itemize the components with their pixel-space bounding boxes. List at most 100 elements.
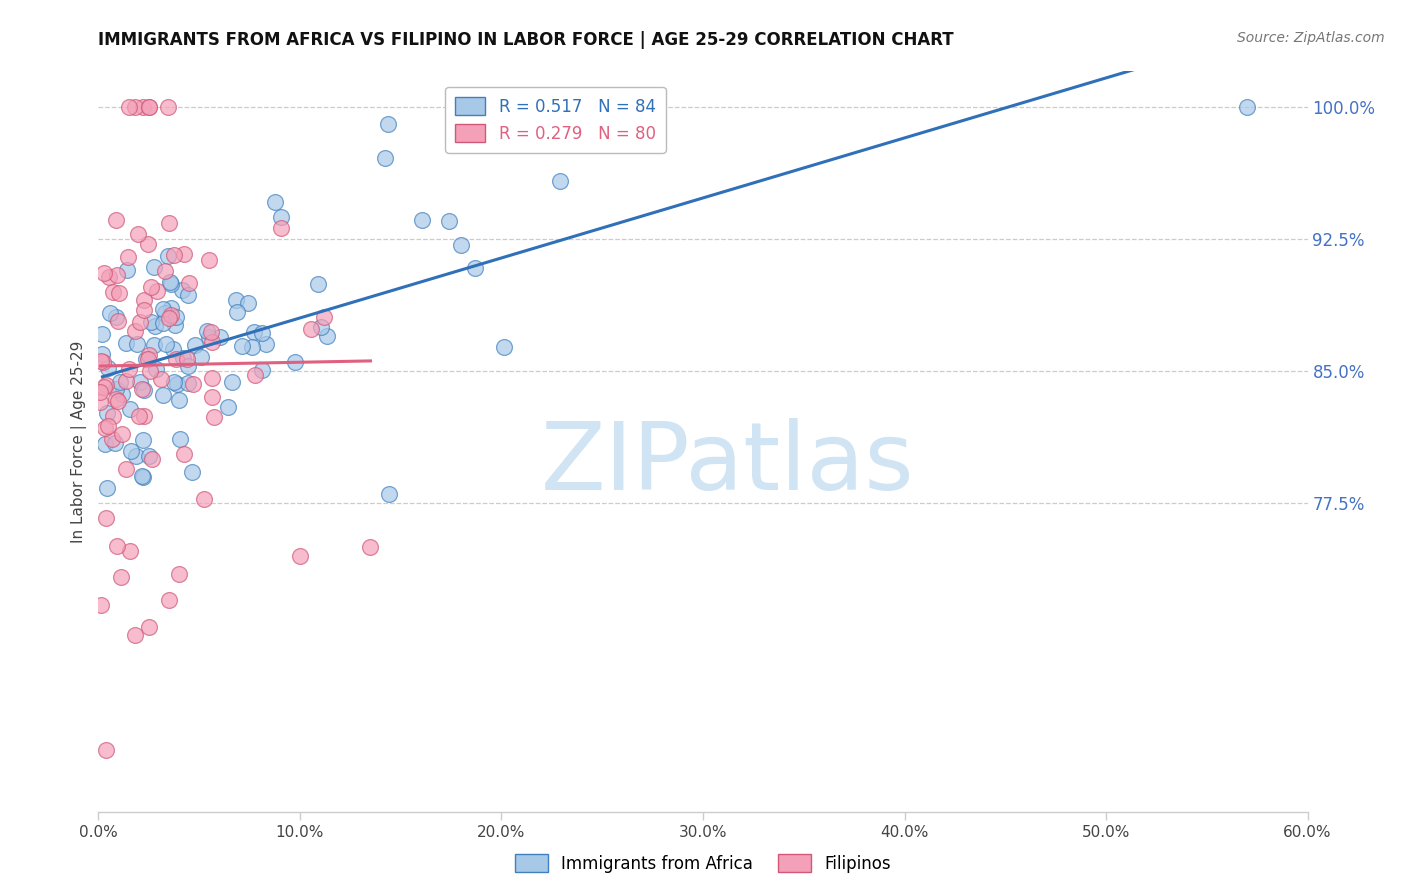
Text: ZIPatlas: ZIPatlas — [540, 417, 914, 509]
Point — [201, 334, 224, 349]
Point — [139, 315, 162, 329]
Point — [152, 388, 174, 402]
Point — [115, 335, 138, 350]
Point — [165, 310, 187, 325]
Point — [143, 318, 166, 333]
Point — [159, 275, 181, 289]
Point — [236, 296, 259, 310]
Point — [96, 418, 118, 433]
Point — [195, 324, 218, 338]
Point — [181, 465, 204, 479]
Point — [181, 376, 204, 391]
Point — [138, 100, 160, 114]
Point — [138, 351, 160, 366]
Point — [117, 250, 139, 264]
Point — [98, 306, 121, 320]
Point — [179, 277, 201, 291]
Point — [270, 211, 292, 225]
Point — [177, 376, 200, 391]
Point — [299, 322, 322, 336]
Point — [152, 316, 174, 330]
Point — [163, 247, 186, 261]
Point — [127, 337, 149, 351]
Point — [132, 100, 155, 114]
Point — [118, 100, 141, 114]
Point — [125, 449, 148, 463]
Point — [254, 337, 277, 351]
Point — [132, 433, 155, 447]
Point — [145, 285, 167, 299]
Point — [155, 337, 177, 351]
Point — [439, 214, 461, 228]
Point — [110, 570, 132, 584]
Point — [104, 310, 127, 324]
Point — [111, 387, 134, 401]
Point — [159, 308, 181, 322]
Point — [190, 351, 212, 365]
Point — [96, 743, 118, 757]
Point — [132, 383, 155, 397]
Point — [225, 293, 247, 307]
Point — [96, 406, 118, 420]
Point — [138, 100, 160, 114]
Point — [128, 409, 150, 423]
Point — [221, 375, 243, 389]
Point — [143, 338, 166, 352]
Text: Source: ZipAtlas.com: Source: ZipAtlas.com — [1237, 31, 1385, 45]
Point — [104, 392, 127, 407]
Point — [132, 293, 155, 307]
Point — [131, 382, 153, 396]
Point — [153, 264, 176, 278]
Point — [198, 253, 221, 268]
Point — [360, 541, 382, 555]
Point — [118, 362, 141, 376]
Point — [200, 325, 222, 339]
Point — [96, 481, 118, 495]
Point — [288, 549, 311, 563]
Point — [177, 287, 200, 301]
Point — [139, 280, 162, 294]
Point — [118, 544, 141, 558]
Point — [160, 301, 183, 315]
Point — [176, 351, 198, 366]
Point — [172, 283, 194, 297]
Point — [167, 392, 190, 407]
Point — [124, 628, 146, 642]
Point — [127, 227, 149, 241]
Point — [231, 339, 253, 353]
Point — [93, 266, 115, 280]
Point — [198, 330, 221, 344]
Point — [169, 432, 191, 446]
Point — [97, 269, 120, 284]
Point — [101, 432, 124, 446]
Point — [492, 340, 515, 354]
Point — [173, 447, 195, 461]
Legend: R = 0.517   N = 84, R = 0.279   N = 80: R = 0.517 N = 84, R = 0.279 N = 80 — [446, 87, 665, 153]
Point — [134, 303, 156, 318]
Point — [93, 379, 115, 393]
Text: IMMIGRANTS FROM AFRICA VS FILIPINO IN LABOR FORCE | AGE 25-29 CORRELATION CHART: IMMIGRANTS FROM AFRICA VS FILIPINO IN LA… — [98, 31, 955, 49]
Point — [157, 593, 180, 607]
Point — [243, 326, 266, 340]
Point — [157, 310, 180, 325]
Point — [108, 286, 131, 301]
Point — [209, 329, 232, 343]
Point — [153, 305, 176, 319]
Point — [160, 277, 183, 291]
Point — [264, 194, 287, 209]
Point — [91, 355, 114, 369]
Point — [548, 174, 571, 188]
Point — [128, 375, 150, 389]
Point — [183, 338, 205, 352]
Point — [226, 305, 249, 319]
Point — [105, 539, 128, 553]
Point — [120, 401, 142, 416]
Point — [162, 376, 184, 390]
Point — [172, 351, 194, 366]
Point — [115, 374, 138, 388]
Point — [104, 436, 127, 450]
Point — [90, 354, 112, 368]
Point — [105, 268, 128, 282]
Point — [107, 314, 129, 328]
Point — [91, 347, 114, 361]
